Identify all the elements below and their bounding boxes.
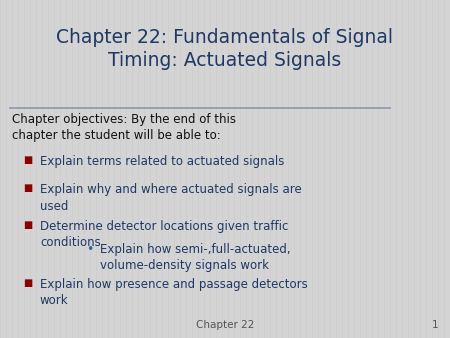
Text: ■: ■ <box>23 155 32 165</box>
Text: ■: ■ <box>23 183 32 193</box>
Text: 1: 1 <box>432 320 438 330</box>
Text: Explain how semi-,full-actuated,
volume-density signals work: Explain how semi-,full-actuated, volume-… <box>100 243 291 272</box>
Text: Chapter objectives: By the end of this
chapter the student will be able to:: Chapter objectives: By the end of this c… <box>12 113 236 143</box>
Text: ■: ■ <box>23 278 32 288</box>
Text: Determine detector locations given traffic
conditions: Determine detector locations given traff… <box>40 220 288 249</box>
Text: Explain terms related to actuated signals: Explain terms related to actuated signal… <box>40 155 284 168</box>
Text: •: • <box>86 243 94 256</box>
Text: ■: ■ <box>23 220 32 230</box>
Text: Explain why and where actuated signals are
used: Explain why and where actuated signals a… <box>40 183 302 213</box>
Text: Explain how presence and passage detectors
work: Explain how presence and passage detecto… <box>40 278 308 308</box>
Text: Chapter 22: Chapter 22 <box>196 320 254 330</box>
Text: Chapter 22: Fundamentals of Signal
Timing: Actuated Signals: Chapter 22: Fundamentals of Signal Timin… <box>57 28 393 70</box>
